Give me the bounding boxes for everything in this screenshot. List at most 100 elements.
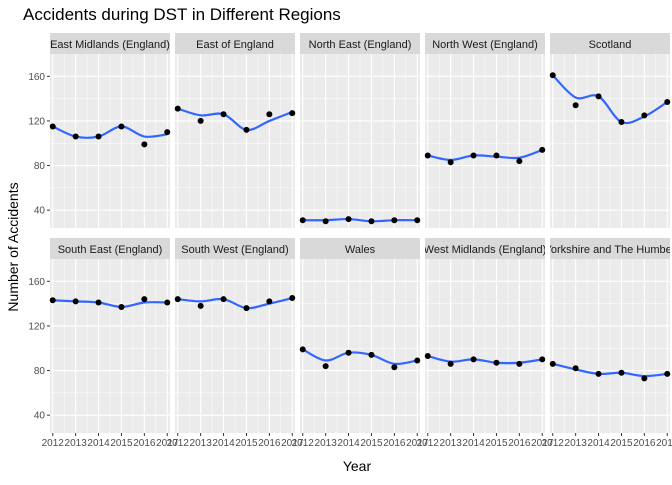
x-tick-label: 2014 [587, 438, 610, 449]
smooth-line [427, 148, 543, 162]
x-tick-label: 2014 [212, 438, 235, 449]
strip-label: East of England [196, 39, 274, 51]
data-point [447, 159, 454, 166]
x-tick-label: 2015 [110, 438, 133, 449]
y-tick-label: 40 [34, 411, 46, 422]
strip-label: Scotland [589, 39, 632, 51]
facet-9: West Midlands (England)2012 2013 2014 2015 2… [417, 238, 554, 449]
data-point [49, 123, 56, 130]
data-point [664, 370, 671, 377]
x-tick-label: 2016 [383, 438, 406, 449]
facet-8: Wales 2012 2013 2014 2015 2016 2017 [292, 238, 429, 449]
data-point [197, 302, 204, 309]
facet-2: East of England [174, 33, 296, 228]
data-point [572, 365, 579, 372]
x-tick-label: 2015 [235, 438, 258, 449]
data-point [368, 218, 375, 225]
strip-background [300, 33, 420, 54]
data-point [595, 370, 602, 377]
data-point [516, 158, 523, 165]
strip-background [300, 238, 420, 259]
data-point [516, 360, 523, 367]
x-tick-label: 2016 [133, 438, 156, 449]
x-tick-label: 2014 [462, 438, 485, 449]
strip-label: South East (England) [58, 244, 163, 256]
data-point [164, 299, 171, 306]
data-point [118, 123, 125, 130]
x-tick-label: 2012 [42, 438, 65, 449]
x-tick-label: 2015 [360, 438, 383, 449]
x-tick-label: 2017 [281, 438, 304, 449]
strip-background [50, 238, 170, 259]
y-tick-label: 40 [34, 206, 46, 217]
strip-background [550, 238, 670, 259]
y-tick-label: 80 [34, 161, 46, 172]
data-point [299, 217, 306, 224]
x-tick-label: 2012 [167, 438, 190, 449]
data-point [322, 363, 329, 370]
facet-7: South West (England) 2012 2013 2014 2015 2016… [167, 238, 304, 449]
facet-10: Yorkshire and The Humber 2012 2013 2014 2015… [542, 238, 672, 449]
strip-label: Yorkshire and The Humber [545, 244, 672, 256]
strip-background [425, 238, 545, 259]
data-point [289, 110, 296, 117]
data-point [299, 346, 306, 353]
y-tick-label: 160 [28, 277, 45, 288]
data-point [391, 364, 398, 371]
data-point [549, 72, 556, 79]
data-point [572, 102, 579, 109]
data-point [595, 93, 602, 100]
data-point [618, 119, 625, 126]
x-tick-label: 2013 [65, 438, 88, 449]
strip-label: Wales [345, 244, 376, 256]
data-point [141, 296, 148, 303]
y-tick-label: 120 [28, 321, 45, 332]
x-tick-label: 2014 [337, 438, 360, 449]
x-axis-title: Year [343, 458, 372, 474]
smooth-line [177, 107, 293, 132]
data-point [95, 133, 102, 140]
data-point [49, 297, 56, 304]
strip-label: East Midlands (England) [50, 39, 170, 51]
data-point [220, 296, 227, 303]
smooth-line [302, 217, 418, 223]
strip-background [175, 238, 295, 259]
data-point [72, 298, 79, 305]
data-point [493, 359, 500, 366]
facet-5: Scotland [549, 33, 671, 228]
data-point [174, 105, 181, 112]
x-tick-label: 2015 [610, 438, 633, 449]
facet-1: East Midlands (England) 40 80 120 160 [28, 33, 171, 228]
data-point [345, 349, 352, 356]
x-tick-label: 2013 [190, 438, 213, 449]
facet-4: North West (England) [424, 33, 546, 228]
x-tick-label: 2017 [156, 438, 179, 449]
data-point [447, 360, 454, 367]
strip-background [550, 33, 670, 54]
strip-label: West Midlands (England) [424, 244, 547, 256]
x-tick-label: 2017 [656, 438, 672, 449]
data-point [664, 98, 671, 105]
data-point [266, 298, 273, 305]
data-point [618, 369, 625, 376]
y-tick-label: 80 [34, 366, 46, 377]
x-tick-label: 2013 [315, 438, 338, 449]
strip-background [50, 33, 170, 54]
facet-3: North East (England) [299, 33, 421, 228]
strip-label: North East (England) [309, 39, 412, 51]
x-tick-label: 2014 [87, 438, 110, 449]
data-point [641, 112, 648, 119]
x-tick-label: 2017 [531, 438, 554, 449]
x-tick-label: 2012 [542, 438, 565, 449]
chart-title: Accidents during DST in Different Region… [23, 5, 341, 24]
strip-label: North West (England) [432, 39, 538, 51]
y-axis-title: Number of Accidents [5, 182, 21, 311]
x-tick-label: 2012 [292, 438, 315, 449]
data-point [266, 111, 273, 118]
data-point [539, 146, 546, 153]
x-tick-label: 2016 [258, 438, 281, 449]
x-tick-label: 2015 [485, 438, 508, 449]
